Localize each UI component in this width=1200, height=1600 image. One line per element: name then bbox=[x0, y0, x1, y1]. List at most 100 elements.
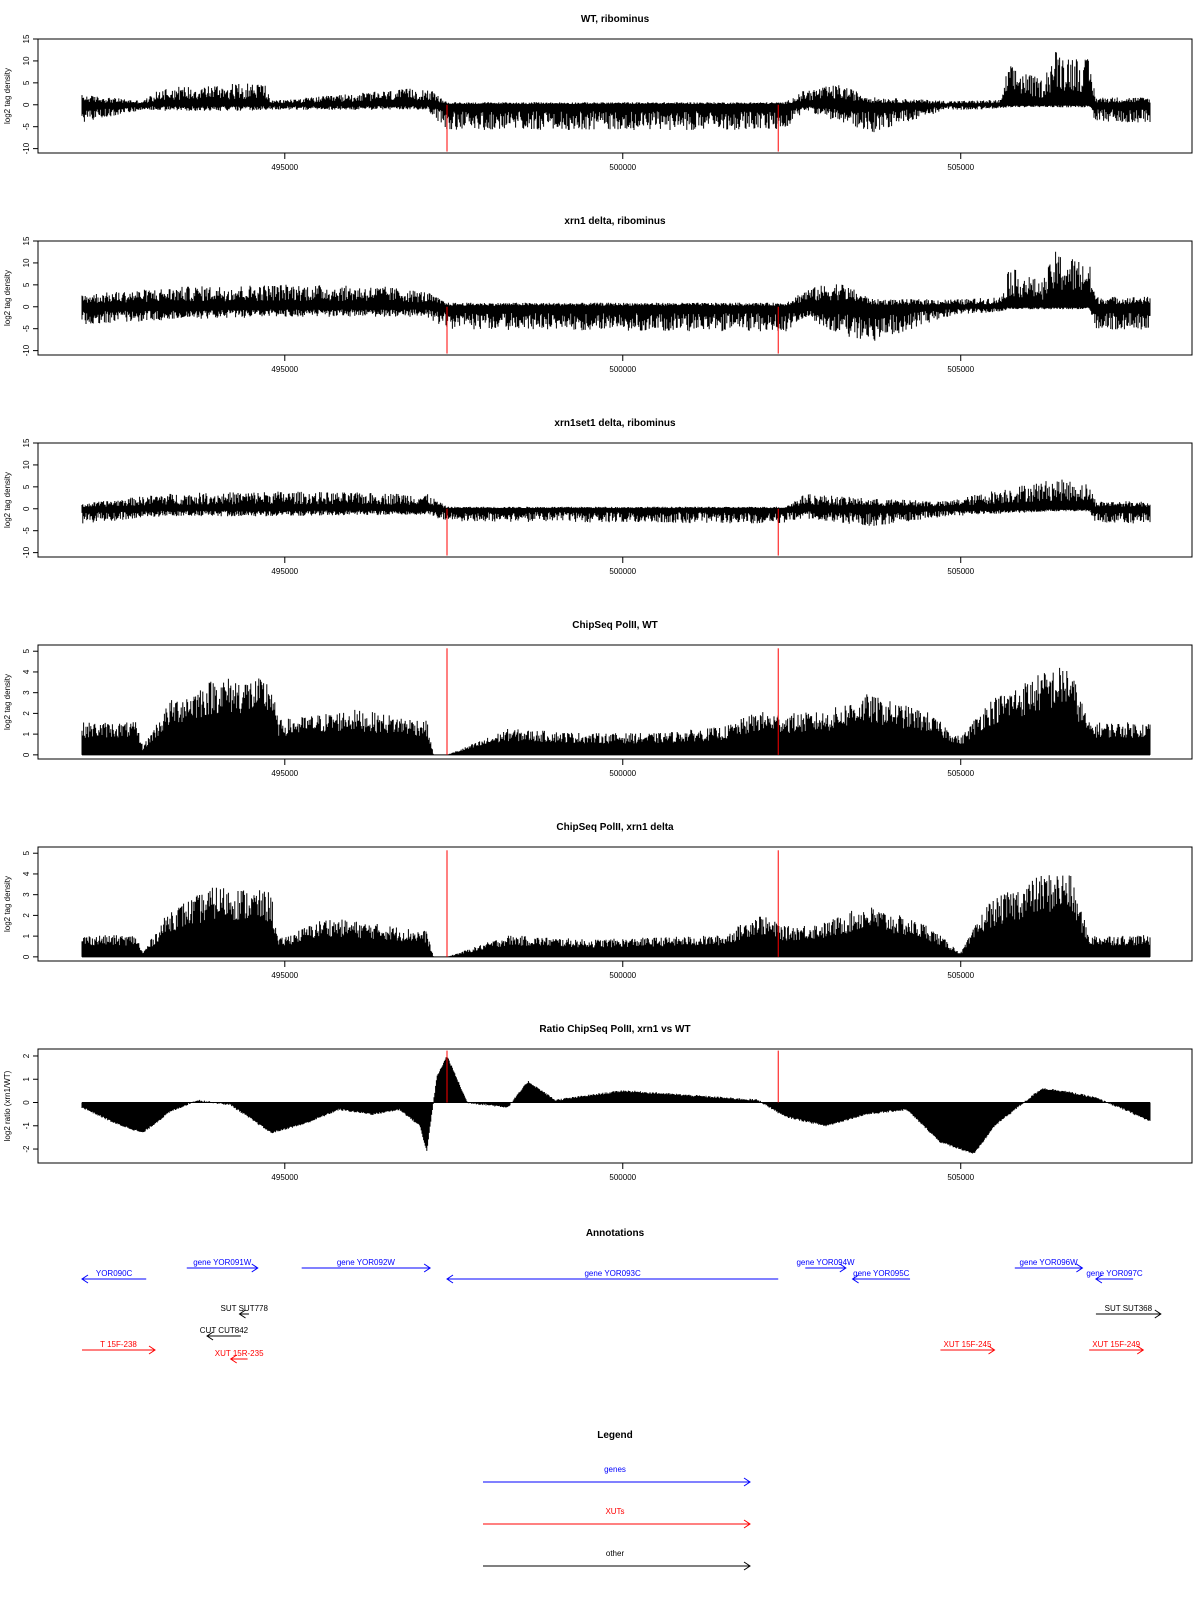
x-tick-label: 495000 bbox=[271, 971, 298, 980]
feature-label: gene YOR092W bbox=[337, 1258, 396, 1267]
legend-item: other bbox=[483, 1549, 751, 1571]
x-tick-label: 500000 bbox=[609, 163, 636, 172]
track-panel: WT, ribominus log2 tag density -10 -5 0 5 10 15… bbox=[3, 14, 1193, 172]
arrow-head bbox=[423, 1263, 432, 1273]
feature: SUT SUT368 bbox=[1095, 1304, 1162, 1319]
y-tick-label: -10 bbox=[22, 142, 31, 154]
y-axis-label: log2 ratio (xrn1/WT) bbox=[3, 1070, 12, 1141]
x-tick-label: 505000 bbox=[947, 365, 974, 374]
y-tick-label: 1 bbox=[22, 1076, 31, 1081]
y-tick-label: 5 bbox=[22, 648, 31, 653]
feature: gene YOR095C bbox=[851, 1269, 911, 1284]
panel-frame bbox=[37, 240, 1193, 356]
y-tick-label: 10 bbox=[22, 460, 31, 469]
y-axis-label: log2 tag density bbox=[3, 674, 12, 730]
x-tick-label: 495000 bbox=[271, 567, 298, 576]
feature-label: gene YOR095C bbox=[853, 1269, 910, 1278]
track-panel: Ratio ChipSeq PolII, xrn1 vs WT log2 rati… bbox=[3, 1024, 1193, 1182]
y-tick-label: 2 bbox=[22, 913, 31, 918]
y-axis-label: log2 tag density bbox=[3, 270, 12, 326]
y-tick-label: 2 bbox=[22, 711, 31, 716]
panel-frame bbox=[37, 846, 1193, 962]
y-tick-label: -10 bbox=[22, 546, 31, 558]
y-tick-label: 5 bbox=[22, 80, 31, 85]
x-tick-label: 500000 bbox=[609, 365, 636, 374]
annotations-track: YOR090C gene YOR091W gene YOR092W gene YOR0… bbox=[81, 1258, 1162, 1364]
arrow-head bbox=[988, 1345, 996, 1355]
y-tick-label: 5 bbox=[22, 484, 31, 489]
feature: gene YOR091W bbox=[186, 1258, 259, 1273]
x-tick-label: 500000 bbox=[609, 971, 636, 980]
x-tick-label: 495000 bbox=[271, 365, 298, 374]
y-tick-label: -5 bbox=[22, 123, 31, 131]
y-tick-label: 0 bbox=[22, 1100, 31, 1105]
panel-frame bbox=[37, 442, 1193, 558]
legend: genes XUTs other bbox=[483, 1465, 751, 1571]
feature-label: T 15F-238 bbox=[100, 1340, 137, 1349]
legend-label: genes bbox=[604, 1465, 626, 1474]
y-tick-label: 2 bbox=[22, 1053, 31, 1058]
arrow-head bbox=[743, 1477, 751, 1487]
data-bars bbox=[81, 52, 1151, 133]
arrow-head bbox=[839, 1263, 847, 1273]
arrow-head bbox=[229, 1354, 237, 1364]
x-tick-label: 500000 bbox=[609, 567, 636, 576]
y-tick-label: 1 bbox=[22, 933, 31, 938]
arrow-head bbox=[851, 1274, 859, 1284]
y-tick-label: 3 bbox=[22, 690, 31, 695]
feature: gene YOR093C bbox=[446, 1269, 779, 1284]
y-tick-label: 4 bbox=[22, 871, 31, 876]
y-tick-label: -2 bbox=[22, 1145, 31, 1153]
feature-label: SUT SUT778 bbox=[221, 1304, 269, 1313]
panel-frame bbox=[37, 644, 1193, 760]
feature: gene YOR092W bbox=[301, 1258, 432, 1273]
y-tick-label: 5 bbox=[22, 282, 31, 287]
x-tick-label: 495000 bbox=[271, 163, 298, 172]
y-tick-label: 0 bbox=[22, 102, 31, 107]
panel-frame bbox=[37, 1048, 1193, 1164]
feature-label: gene YOR093C bbox=[584, 1269, 641, 1278]
legend-title: Legend bbox=[597, 1430, 633, 1441]
legend-label: XUTs bbox=[605, 1507, 624, 1516]
arrow-head bbox=[1154, 1309, 1162, 1319]
data-bars bbox=[81, 1057, 1151, 1154]
arrow-head bbox=[1095, 1274, 1103, 1284]
y-tick-label: 3 bbox=[22, 892, 31, 897]
feature-label: CUT CUT842 bbox=[200, 1326, 249, 1335]
arrow-head bbox=[446, 1274, 454, 1284]
feature-label: gene YOR094W bbox=[796, 1258, 855, 1267]
arrow-head bbox=[81, 1274, 89, 1284]
data-bars bbox=[81, 875, 1151, 957]
feature-label: XUT 15R-235 bbox=[215, 1349, 264, 1358]
feature: T 15F-238 bbox=[82, 1340, 156, 1355]
y-axis-label: log2 tag density bbox=[3, 876, 12, 932]
track-panel: xrn1set1 delta, ribominus log2 tag densit… bbox=[3, 418, 1193, 576]
arrow-head bbox=[1076, 1263, 1084, 1273]
y-tick-label: -5 bbox=[22, 325, 31, 333]
feature: XUT 15F-249 bbox=[1089, 1340, 1145, 1355]
y-tick-label: 4 bbox=[22, 669, 31, 674]
track-panel: xrn1 delta, ribominus log2 tag density -10… bbox=[3, 216, 1193, 374]
panel-title: Ratio ChipSeq PolII, xrn1 vs WT bbox=[539, 1024, 690, 1035]
arrow-head bbox=[743, 1519, 751, 1529]
y-axis-label: log2 tag density bbox=[3, 472, 12, 528]
x-tick-label: 495000 bbox=[271, 769, 298, 778]
y-tick-label: 0 bbox=[22, 506, 31, 511]
track-panel: ChipSeq PolII, WT log2 tag density 0 1 2 3 4 5 4… bbox=[3, 620, 1193, 778]
arrow-head bbox=[206, 1331, 214, 1341]
feature: YOR090C bbox=[81, 1269, 147, 1284]
feature: SUT SUT778 bbox=[221, 1304, 269, 1319]
x-tick-label: 505000 bbox=[947, 971, 974, 980]
feature-label: gene YOR097C bbox=[1086, 1269, 1143, 1278]
legend-item: XUTs bbox=[483, 1507, 751, 1529]
data-bars bbox=[81, 667, 1151, 755]
x-tick-label: 505000 bbox=[947, 769, 974, 778]
legend-item: genes bbox=[483, 1465, 751, 1487]
arrow-head bbox=[251, 1263, 259, 1273]
x-tick-label: 505000 bbox=[947, 163, 974, 172]
y-tick-label: -5 bbox=[22, 527, 31, 535]
panel-title: ChipSeq PolII, xrn1 delta bbox=[556, 822, 674, 833]
y-tick-label: -10 bbox=[22, 344, 31, 356]
arrow-head bbox=[238, 1309, 246, 1319]
